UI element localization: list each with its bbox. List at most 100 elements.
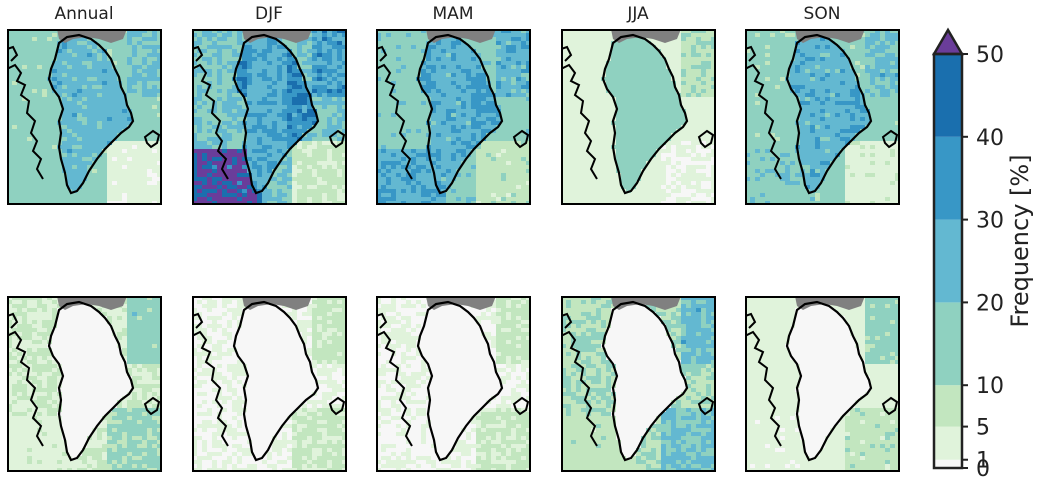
grid-cell — [257, 65, 263, 70]
grid-cell — [691, 129, 697, 134]
grid-cell — [137, 93, 143, 98]
grid-cell — [262, 97, 268, 102]
grid-cell — [107, 49, 113, 54]
grid-cell — [471, 117, 477, 122]
grid-cell — [107, 169, 113, 174]
grid-cell — [127, 89, 133, 94]
grid-cell — [576, 77, 582, 82]
grid-cell — [391, 49, 397, 54]
grid-cell — [197, 41, 203, 46]
grid-cell — [591, 97, 597, 102]
grid-cell — [581, 129, 587, 134]
grid-cell — [132, 181, 138, 186]
grid-cell — [197, 77, 203, 82]
grid-cell — [152, 85, 158, 90]
grid-cell — [107, 189, 113, 194]
grid-cell — [337, 85, 343, 90]
grid-cell — [626, 57, 632, 62]
grid-cell — [157, 193, 162, 198]
grid-cell — [32, 185, 38, 190]
grid-cell — [461, 129, 467, 134]
grid-cell — [431, 49, 437, 54]
grid-cell — [481, 73, 487, 78]
grid-cell — [461, 121, 467, 126]
grid-cell — [466, 117, 472, 122]
grid-cell — [22, 161, 28, 166]
grid-cell — [222, 93, 228, 98]
grid-cell — [117, 105, 123, 110]
grid-cell — [317, 37, 323, 42]
grid-cell — [511, 181, 517, 186]
grid-cell — [152, 89, 158, 94]
grid-cell — [197, 165, 203, 170]
grid-cell — [32, 33, 38, 38]
grid-cell — [521, 189, 527, 194]
grid-cell — [691, 73, 697, 78]
grid-cell — [212, 61, 218, 66]
grid-cell — [486, 89, 492, 94]
grid-cell — [127, 53, 133, 58]
grid-cell — [501, 145, 507, 150]
grid-cell — [456, 105, 462, 110]
grid-cell — [571, 93, 577, 98]
grid-cell — [32, 109, 38, 114]
grid-cell — [47, 109, 53, 114]
grid-cell — [157, 177, 162, 182]
grid-cell — [112, 181, 118, 186]
grid-cell — [77, 97, 83, 102]
grid-cell — [327, 61, 333, 66]
grid-cell — [192, 61, 198, 66]
grid-cell — [267, 73, 273, 78]
grid-cell — [262, 81, 268, 86]
grid-cell — [691, 89, 697, 94]
grid-cell — [207, 65, 213, 70]
grid-cell — [342, 161, 347, 166]
grid-cell — [67, 57, 73, 62]
grid-cell — [661, 77, 667, 82]
grid-cell — [441, 157, 447, 162]
grid-cell — [471, 57, 477, 62]
grid-cell — [157, 121, 162, 126]
grid-cell — [207, 41, 213, 46]
grid-cell — [561, 53, 567, 58]
grid-cell — [297, 97, 303, 102]
grid-cell — [52, 189, 58, 194]
grid-cell — [327, 121, 333, 126]
grid-cell — [147, 125, 153, 130]
grid-cell — [92, 121, 98, 126]
grid-cell — [631, 105, 637, 110]
grid-cell — [651, 125, 657, 130]
grid-cell — [137, 41, 143, 46]
grid-cell — [122, 193, 128, 198]
grid-cell — [317, 141, 323, 146]
grid-cell — [27, 149, 33, 154]
grid-cell — [27, 77, 33, 82]
grid-cell — [566, 85, 572, 90]
grid-cell — [337, 53, 343, 58]
grid-cell — [277, 105, 283, 110]
grid-cell — [661, 113, 667, 118]
grid-cell — [431, 177, 437, 182]
grid-cell — [526, 69, 531, 74]
grid-cell — [262, 181, 268, 186]
grid-cell — [57, 185, 63, 190]
grid-cell — [576, 53, 582, 58]
grid-cell — [466, 125, 472, 130]
grid-cell — [212, 41, 218, 46]
grid-cell — [122, 185, 128, 190]
grid-cell — [337, 93, 343, 98]
grid-cell — [446, 97, 452, 102]
grid-cell — [691, 105, 697, 110]
grid-cell — [656, 109, 662, 114]
grid-cell — [506, 197, 512, 202]
grid-cell — [12, 73, 18, 78]
grid-cell — [47, 129, 53, 134]
grid-cell — [82, 137, 88, 142]
grid-cell — [381, 69, 387, 74]
map-jja-top — [561, 29, 716, 205]
grid-cell — [376, 173, 382, 178]
grid-cell — [157, 129, 162, 134]
grid-cell — [421, 117, 427, 122]
grid-cell — [132, 113, 138, 118]
grid-cell — [327, 53, 333, 58]
